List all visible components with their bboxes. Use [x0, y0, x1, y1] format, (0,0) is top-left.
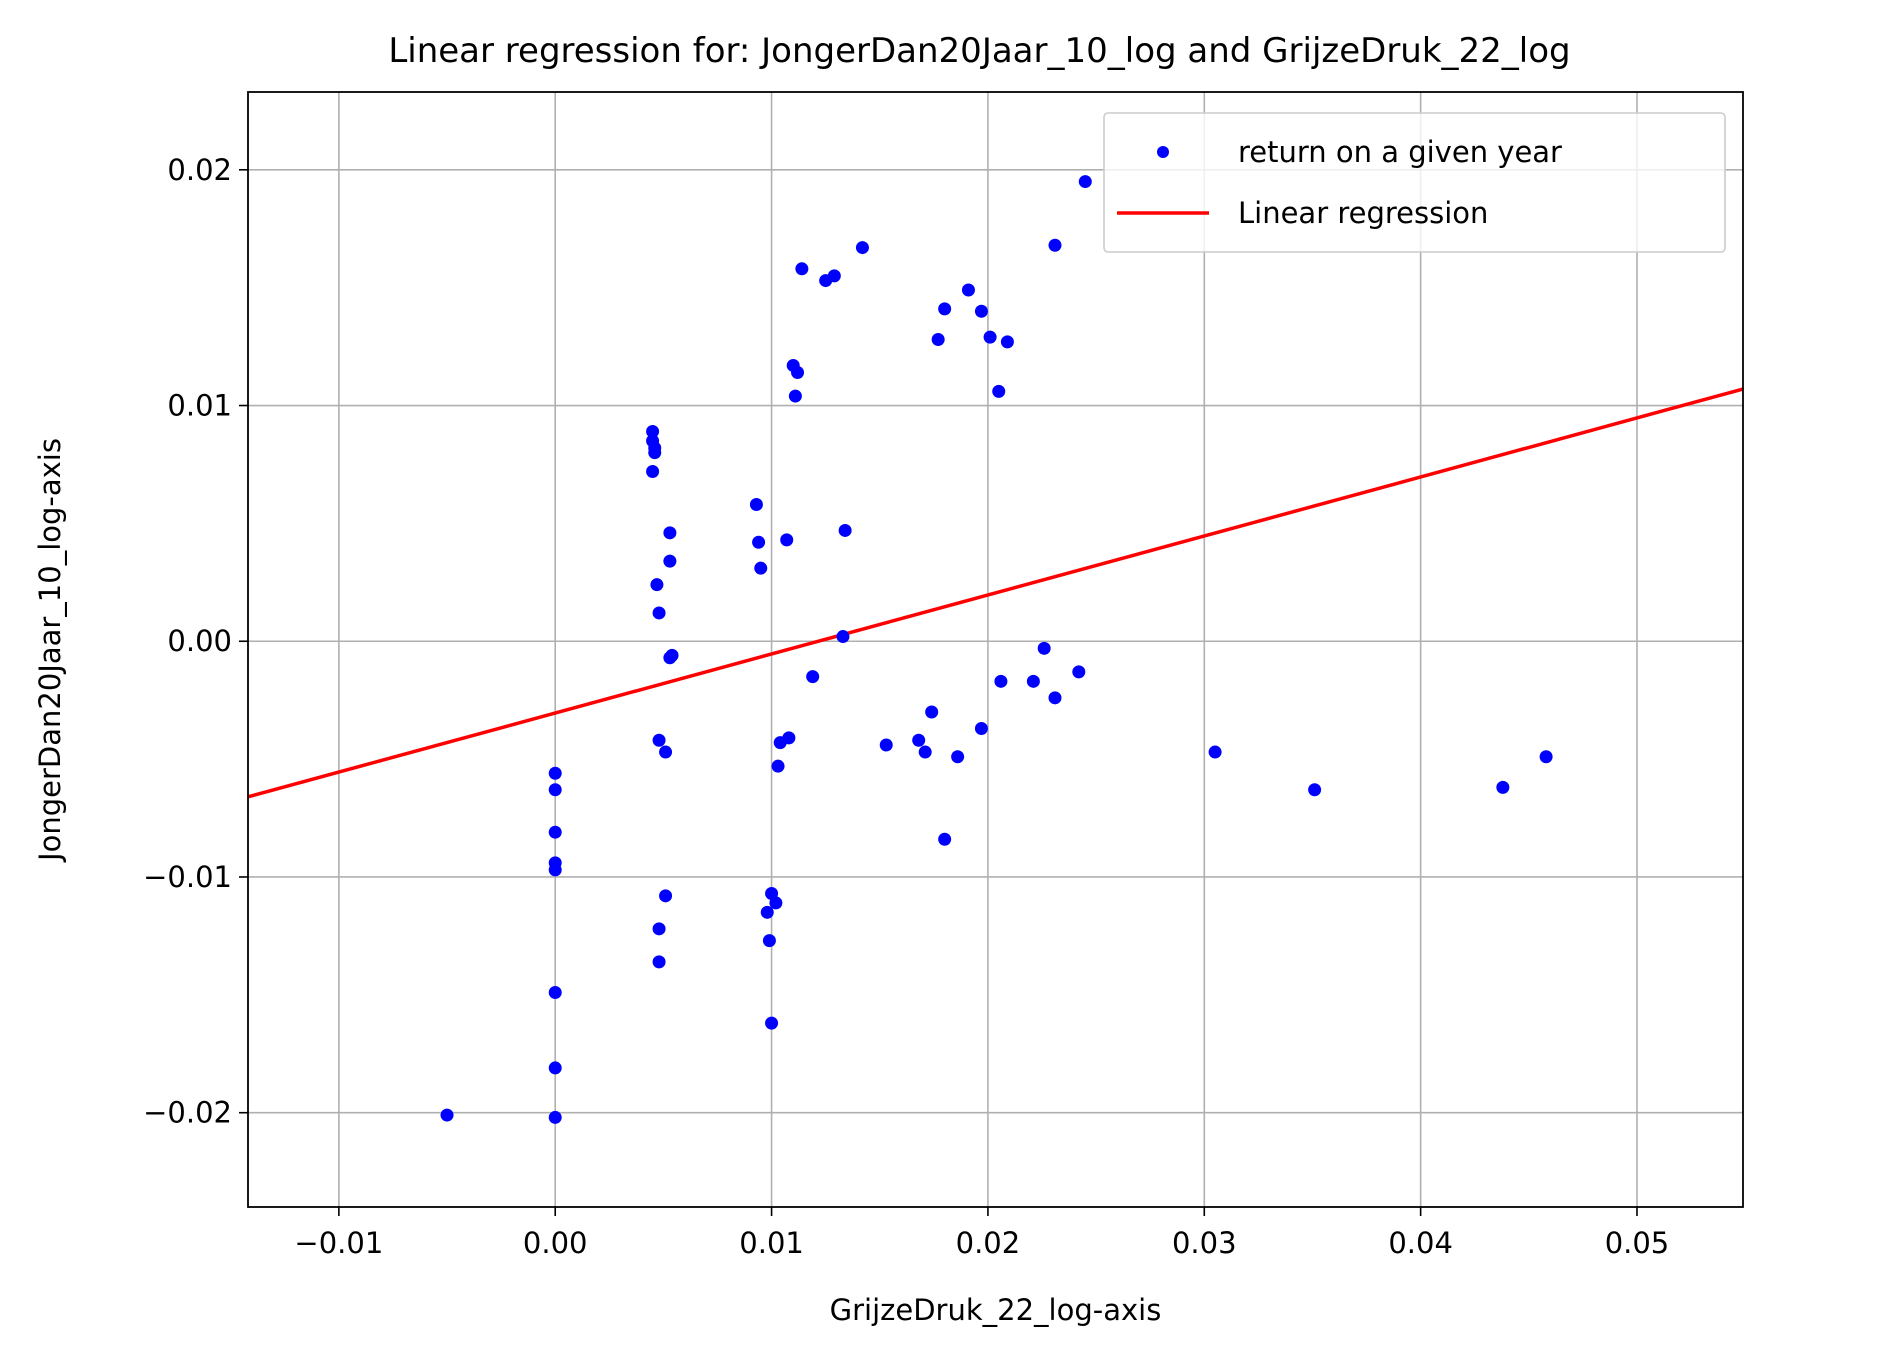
scatter-point: [992, 384, 1006, 398]
y-tick-label: 0.02: [167, 153, 232, 187]
scatter-point: [765, 1016, 779, 1030]
x-tick-label: 0.02: [956, 1226, 1021, 1260]
scatter-point: [983, 330, 997, 344]
scatter-point: [771, 759, 785, 773]
scatter-point: [925, 705, 939, 719]
scatter-point: [754, 561, 768, 575]
y-axis-label: JongerDan20Jaar_10_log-axis: [33, 438, 67, 863]
scatter-point: [938, 302, 952, 316]
scatter-point: [440, 1108, 454, 1122]
scatter-point: [646, 424, 660, 438]
scatter-point: [652, 955, 666, 969]
x-tick-label: 0.01: [739, 1226, 804, 1260]
scatter-point: [974, 304, 988, 318]
scatter-point: [769, 896, 783, 910]
tick-layer: −0.01 0.00 0.01 0.02 0.03 0.04 0.05 −0.02 −0.01 0…: [143, 153, 1669, 1260]
scatter-point: [752, 535, 766, 549]
scatter-point: [782, 731, 796, 745]
scatter-point: [548, 985, 562, 999]
grid-layer: [248, 92, 1743, 1207]
scatter-point: [788, 389, 802, 403]
scatter-point: [994, 674, 1008, 688]
scatter-point: [652, 922, 666, 936]
scatter-point: [1000, 335, 1014, 349]
scatter-point: [780, 533, 794, 547]
scatter-point: [663, 651, 677, 665]
scatter-point: [648, 446, 662, 460]
scatter-point: [1208, 745, 1222, 759]
x-axis-label: GrijzeDruk_22_log-axis: [830, 1293, 1162, 1327]
x-tick-label: 0.00: [523, 1226, 588, 1260]
scatter-point: [974, 721, 988, 735]
scatter-point: [879, 738, 893, 752]
x-tick-label: 0.05: [1605, 1226, 1670, 1260]
scatter-point: [836, 630, 850, 644]
scatter-point: [1037, 641, 1051, 655]
scatter-point: [855, 241, 869, 255]
scatter-point: [762, 934, 776, 948]
scatter-point: [1026, 674, 1040, 688]
scatter-point: [791, 366, 805, 380]
legend-label-line: Linear regression: [1238, 196, 1488, 230]
scatter-point: [1048, 238, 1062, 252]
x-tick-label: 0.03: [1172, 1226, 1237, 1260]
scatter-point: [652, 733, 666, 747]
scatter-point: [806, 670, 820, 684]
scatter-point: [1539, 750, 1553, 764]
scatter-point: [659, 745, 673, 759]
scatter-point: [951, 750, 965, 764]
regression-line: [247, 387, 1744, 799]
scatter-point: [548, 1061, 562, 1075]
scatter-point: [663, 554, 677, 568]
y-tick-label: 0.01: [167, 389, 232, 423]
scatter-point: [931, 333, 945, 347]
scatter-point: [912, 733, 926, 747]
y-tick-label: 0.00: [167, 624, 232, 658]
scatter-point: [663, 526, 677, 540]
scatter-point: [795, 262, 809, 276]
scatter-point: [548, 1110, 562, 1124]
scatter-point: [918, 745, 932, 759]
regression-line-layer: [247, 387, 1744, 799]
scatter-point: [652, 606, 666, 620]
scatter-point: [646, 465, 660, 479]
legend-label-scatter: return on a given year: [1238, 135, 1562, 169]
scatter-point: [838, 523, 852, 537]
scatter-point: [938, 832, 952, 846]
y-tick-label: −0.01: [143, 860, 232, 894]
legend-box: [1103, 112, 1726, 253]
scatter-point: [1496, 780, 1510, 794]
scatter-point: [760, 905, 774, 919]
x-tick-label: 0.04: [1388, 1226, 1453, 1260]
y-tick-label: −0.02: [143, 1096, 232, 1130]
scatter-point: [548, 825, 562, 839]
x-tick-label: −0.01: [294, 1226, 383, 1260]
plot-frame: [247, 91, 1744, 1208]
chart-title: Linear regression for: JongerDan20Jaar_1…: [388, 31, 1570, 71]
scatter-point: [749, 498, 763, 512]
scatter-point: [1048, 691, 1062, 705]
scatter-point: [650, 578, 664, 592]
scatter-point: [1078, 175, 1092, 189]
scatter-point: [548, 783, 562, 797]
scatter-point: [548, 863, 562, 877]
scatter-point: [548, 766, 562, 780]
legend: return on a given year Linear regression: [1103, 112, 1726, 253]
scatter-point: [827, 269, 841, 283]
scatter-point: [1308, 783, 1322, 797]
scatter-point: [1072, 665, 1086, 679]
scatter-point: [659, 889, 673, 903]
scatter-point-layer: [440, 175, 1553, 1124]
legend-marker-scatter: [1157, 146, 1169, 158]
scatter-point: [961, 283, 975, 297]
